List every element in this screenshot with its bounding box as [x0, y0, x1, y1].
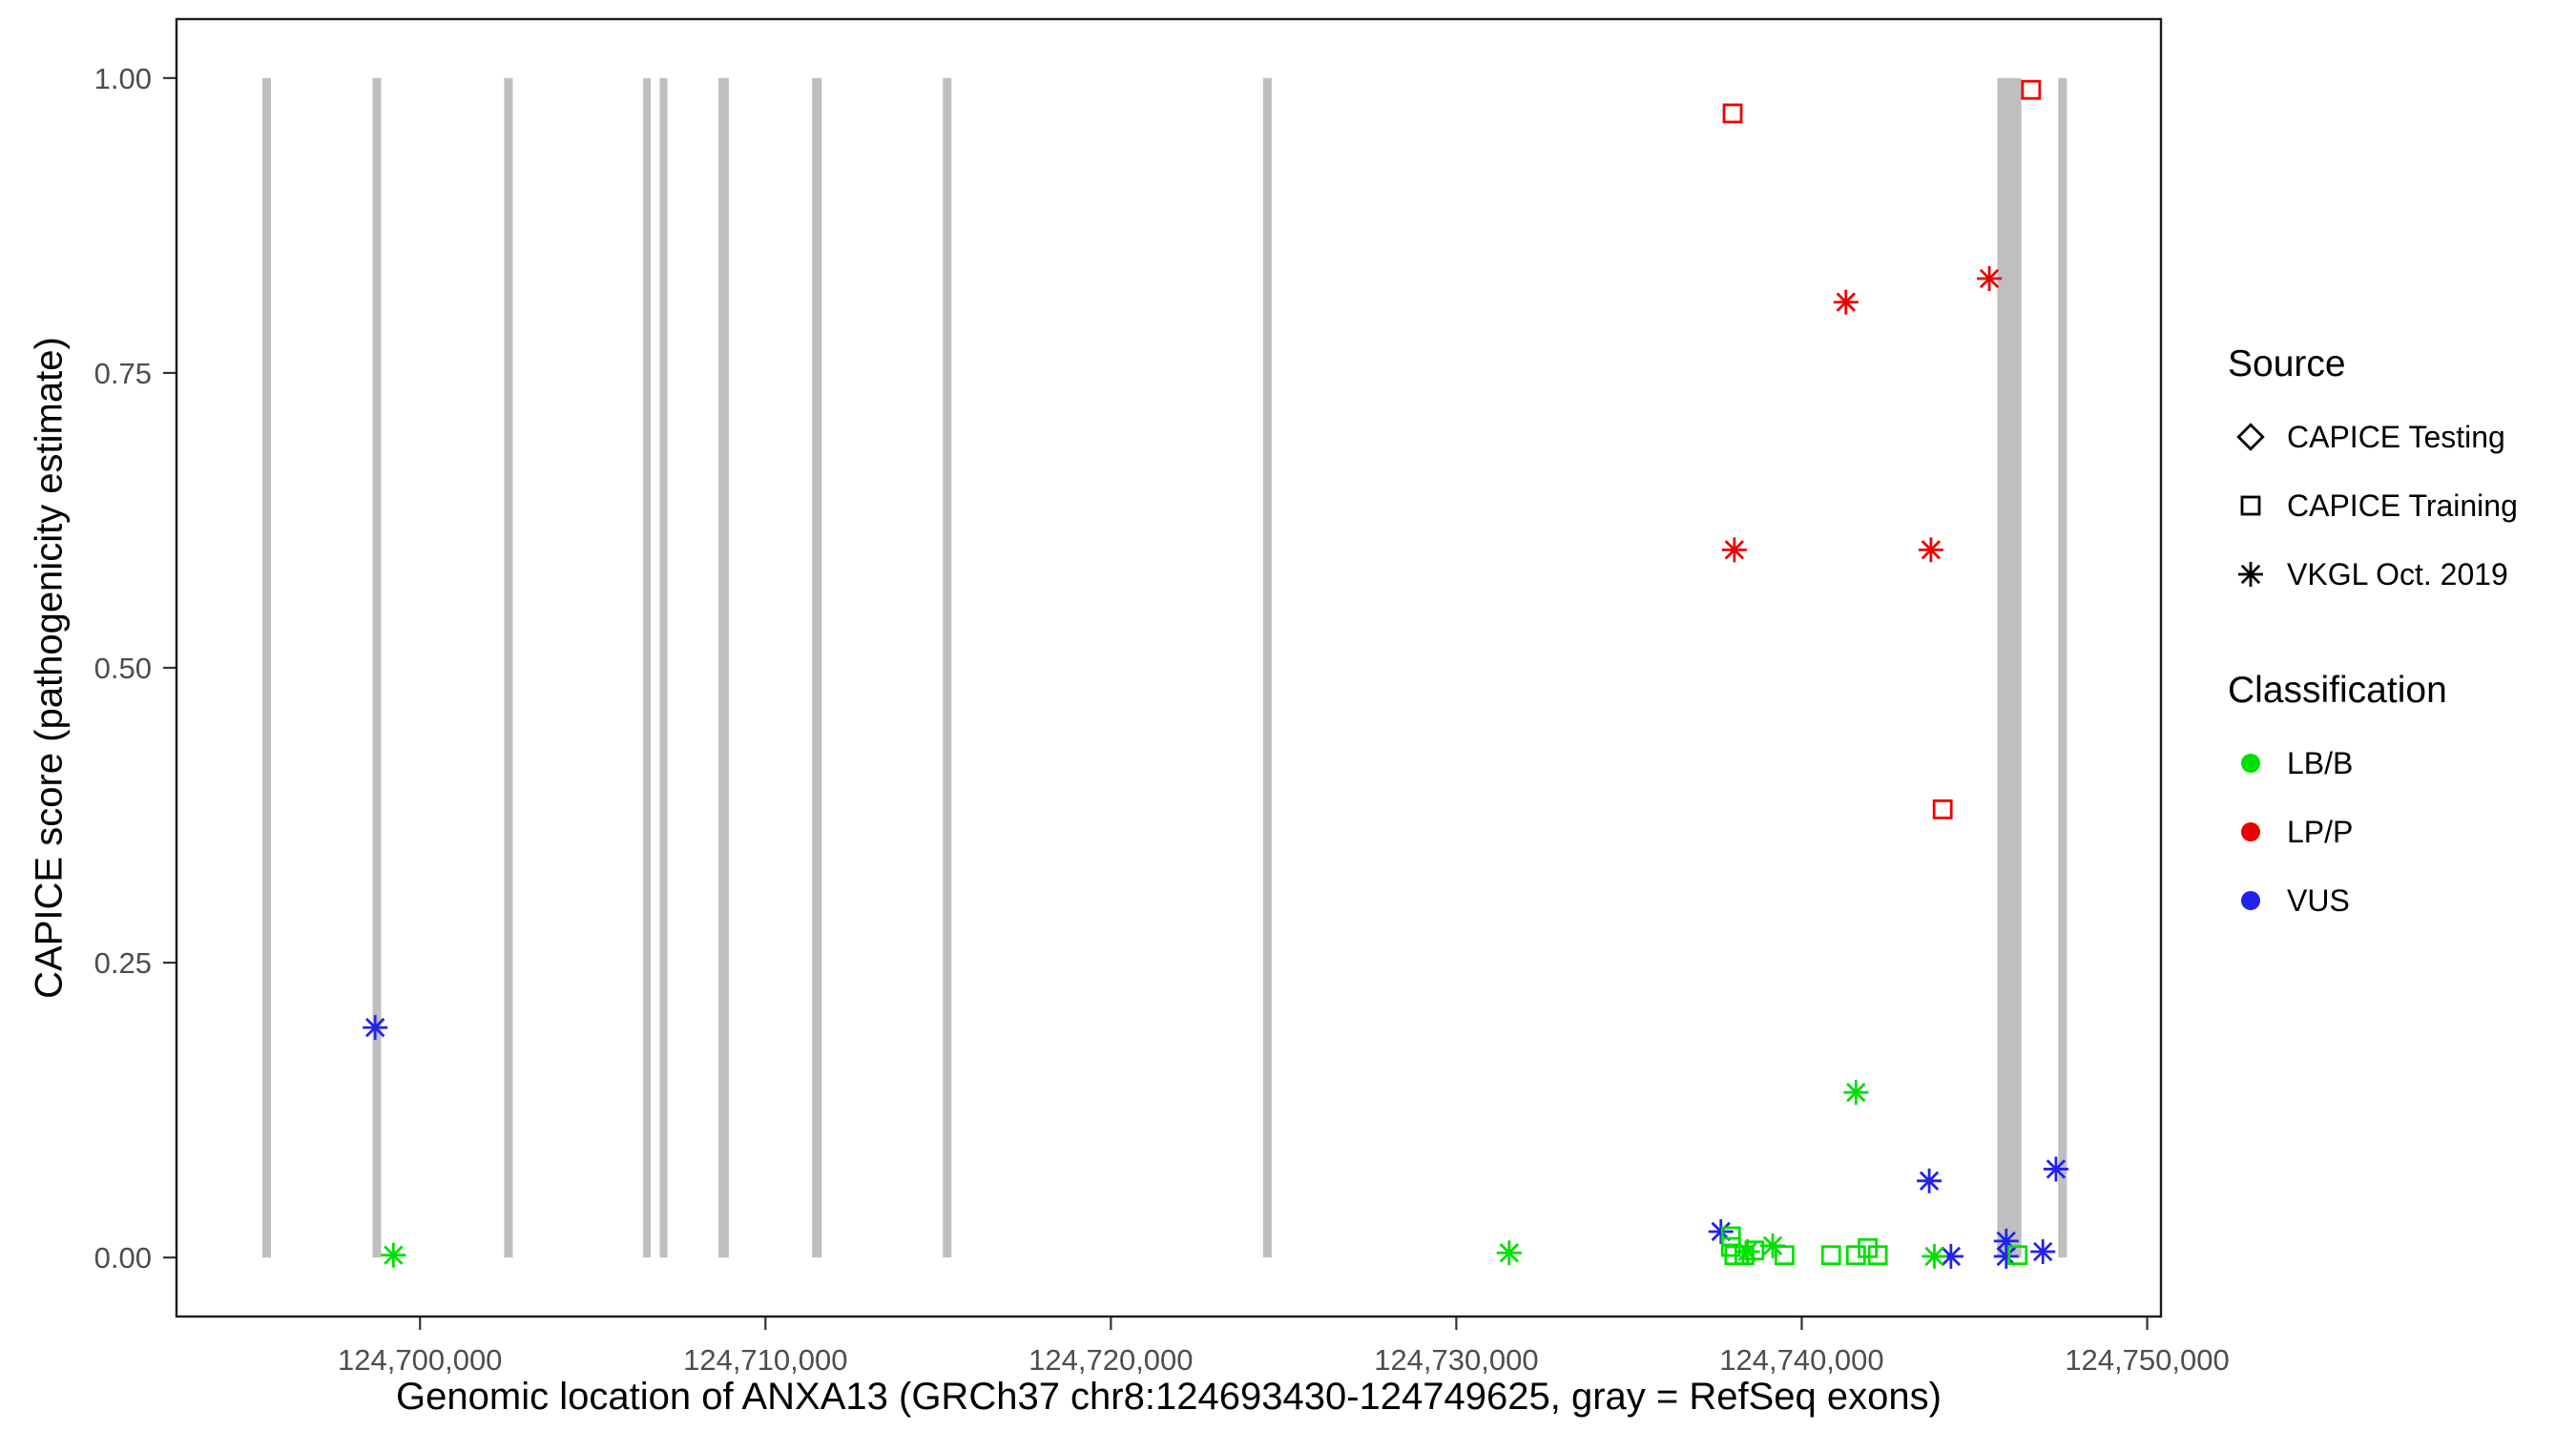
legend-source-items: CAPICE Testing CAPICE Training VKGL Oct. 2… — [2228, 403, 2518, 609]
point-square — [1734, 1245, 1755, 1266]
point-asterisk — [1993, 1243, 2019, 1269]
y-tick-label: 0.50 — [94, 652, 152, 685]
x-tick-label: 124,750,000 — [2065, 1343, 2229, 1377]
legend-item-label: VKGL Oct. 2019 — [2287, 556, 2508, 591]
point-square — [2007, 1245, 2028, 1266]
point-square — [1720, 1226, 1741, 1247]
point-square — [1724, 1245, 1745, 1266]
legend-item-label: LB/B — [2287, 745, 2354, 780]
plot-panel — [177, 19, 2161, 1317]
circle-icon — [2241, 754, 2260, 773]
panel-border — [175, 17, 2163, 1318]
x-tick-label: 124,720,000 — [1028, 1343, 1193, 1377]
exon-bar — [812, 77, 822, 1258]
point-asterisk — [2238, 562, 2263, 587]
x-tick-label: 124,730,000 — [1374, 1343, 1538, 1377]
point-asterisk — [1833, 289, 1859, 315]
point-asterisk — [363, 1015, 388, 1041]
point-square — [1722, 103, 1743, 124]
exon-bar — [372, 77, 382, 1258]
circle-icon — [2241, 822, 2260, 841]
y-tick-label: 0.00 — [94, 1241, 152, 1275]
x-tick-label: 124,740,000 — [1719, 1343, 1883, 1377]
exon-bar — [943, 77, 952, 1258]
point-square — [1845, 1245, 1866, 1266]
point-asterisk — [1496, 1240, 1522, 1266]
point-circle — [2241, 891, 2260, 910]
y-tick-label: 1.00 — [94, 62, 152, 95]
x-axis-title: Genomic location of ANXA13 (GRCh37 chr8:… — [396, 1376, 1942, 1418]
point-square — [1858, 1237, 1879, 1258]
point-asterisk — [1721, 537, 1747, 563]
point-asterisk — [2030, 1239, 2056, 1264]
point-diamond — [2236, 423, 2265, 451]
point-circle — [2241, 754, 2260, 773]
asterisk-icon — [2238, 562, 2263, 587]
point-square — [2240, 495, 2261, 516]
circle-icon — [2241, 891, 2260, 910]
legend-item-label: VUS — [2287, 882, 2350, 918]
point-asterisk — [1917, 1168, 1942, 1193]
point-square — [1867, 1245, 1888, 1266]
exon-bar — [659, 77, 668, 1258]
exon-bar — [643, 77, 652, 1258]
point-asterisk — [1922, 1243, 1947, 1269]
legend-item-label: LP/P — [2287, 814, 2354, 849]
point-asterisk — [1708, 1218, 1734, 1244]
exon-bar — [2058, 77, 2067, 1258]
y-tick-label: 0.25 — [94, 946, 152, 980]
y-tick-label: 0.75 — [94, 357, 152, 390]
point-square — [1774, 1245, 1795, 1266]
legend-item-vus: VUS — [2228, 866, 2518, 935]
x-tick-label: 124,700,000 — [338, 1343, 502, 1377]
square-icon — [2240, 495, 2261, 516]
legend-item-capice-testing: CAPICE Testing — [2228, 403, 2518, 471]
exon-bar — [261, 77, 272, 1258]
legend-item-lb-b: LB/B — [2228, 729, 2518, 798]
exon-bar — [718, 77, 729, 1258]
x-tick-label: 124,710,000 — [683, 1343, 847, 1377]
y-axis-title: CAPICE score (pathogenicity estimate) — [28, 337, 71, 999]
point-asterisk — [2043, 1156, 2068, 1182]
point-square — [1932, 798, 1953, 819]
legend-item-label: CAPICE Testing — [2287, 419, 2505, 454]
diamond-icon — [2236, 423, 2265, 451]
legend-classification-title: Classification — [2228, 670, 2447, 711]
point-square — [1744, 1240, 1765, 1261]
legend-item-vkgl-oct-2019: VKGL Oct. 2019 — [2228, 540, 2518, 609]
point-asterisk — [1918, 537, 1943, 563]
point-asterisk — [1843, 1080, 1869, 1106]
legend: Source CAPICE Testing CAPICE Training VKGL… — [2228, 343, 2518, 935]
legend-source-title: Source — [2228, 343, 2346, 384]
exon-bar — [1262, 77, 1272, 1258]
point-square — [2021, 79, 2042, 100]
exon-bar — [1997, 77, 2022, 1258]
point-asterisk — [1977, 266, 2003, 291]
legend-classification-items: LB/B LP/P VUS — [2228, 729, 2518, 935]
point-circle — [2241, 822, 2260, 841]
legend-item-label: CAPICE Training — [2287, 487, 2518, 523]
exon-bar — [504, 77, 513, 1258]
legend-item-lp-p: LP/P — [2228, 798, 2518, 866]
legend-item-capice-training: CAPICE Training — [2228, 471, 2518, 540]
point-asterisk — [381, 1242, 406, 1268]
point-square — [1820, 1245, 1841, 1266]
point-asterisk — [1938, 1243, 1963, 1269]
